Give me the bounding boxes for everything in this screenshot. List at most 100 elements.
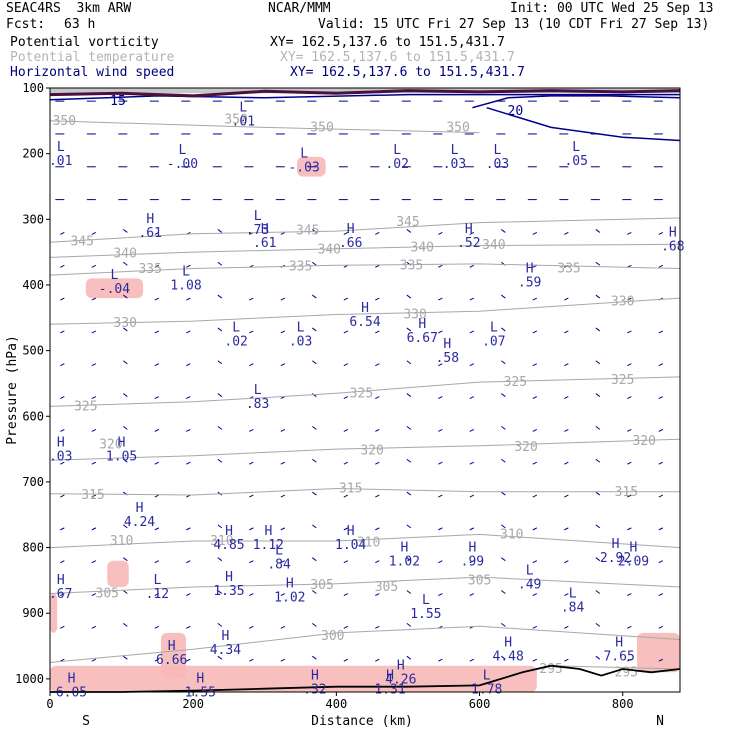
theta-contour-325 [49, 376, 681, 407]
wind-vector-294 [501, 557, 506, 562]
wind-vector-206 [249, 428, 254, 432]
wind-vector-166 [249, 363, 254, 367]
wind-vector-137 [595, 294, 601, 299]
wind-vector-233 [469, 461, 475, 465]
wind-vector-263 [154, 527, 160, 531]
theta-label-345-0: 345 [70, 235, 93, 250]
pv-value-label-48: .32 [303, 682, 326, 697]
wind-vector-148 [312, 327, 317, 332]
wind-vector-282 [123, 557, 128, 562]
wind-vector-341 [91, 658, 97, 662]
pv-low-marker-14: L [111, 268, 119, 283]
wind-vector-326 [249, 625, 254, 629]
wind-vector-89 [343, 231, 349, 235]
pv-value-label-1: .01 [232, 115, 255, 130]
pv-value-label-33: 2.09 [618, 554, 649, 569]
wind-vector-198 [627, 396, 632, 400]
wind-vector-221 [91, 461, 97, 465]
wind-vector-165 [217, 360, 223, 365]
wind-vector-300 [60, 593, 65, 596]
pv-high-marker-44: H [504, 636, 512, 651]
wind-vector-249 [343, 494, 349, 498]
pv-low-marker-1: L [239, 101, 247, 116]
wind-vector-185 [217, 393, 223, 397]
wind-vector-293 [469, 560, 475, 564]
theta-label-340-2: 340 [411, 241, 434, 256]
pv-high-marker-36: H [225, 570, 233, 585]
wind-vector-162 [123, 360, 128, 365]
wind-vector-219 [658, 428, 664, 432]
wind-vector-220 [60, 461, 65, 465]
wind-vector-264 [186, 527, 191, 531]
pv-value-label-9: .73 [246, 223, 269, 238]
wind-vector-342 [123, 655, 128, 660]
wind-vector-253 [469, 494, 475, 498]
wind-vector-328 [312, 622, 317, 627]
pv-value-label-50: 6.05 [56, 686, 87, 701]
wind-vector-217 [595, 425, 601, 430]
theta-contour-315 [49, 487, 680, 496]
wind-vector-172 [438, 363, 443, 367]
pv-value-label-45: 7.65 [603, 650, 634, 665]
field-xy-pv: XY= 162.5,137.6 to 151.5,431.7 [270, 35, 505, 50]
theta-label-325-2: 325 [504, 375, 527, 390]
wind-vector-241 [91, 494, 97, 498]
forecast-label: Fcst: [6, 17, 46, 32]
wind-vector-145 [217, 327, 223, 332]
wind-vector-301 [91, 593, 97, 596]
terrain-layer [50, 664, 681, 693]
wind-vector-222 [123, 458, 128, 463]
wind-vector-343 [154, 658, 160, 662]
wind-vector-212 [438, 428, 443, 432]
pv-value-label-46: 4.26 [385, 673, 416, 688]
wind-vector-117 [595, 261, 601, 266]
wind-vector-124 [186, 297, 191, 301]
plot-frame [49, 87, 681, 693]
pv-value-label-34: .84 [267, 558, 291, 573]
wind-vector-325 [217, 622, 223, 627]
y-tick-label-100: 100 [22, 81, 44, 95]
wind-vector-335 [532, 625, 538, 629]
pv-low-marker-19: L [297, 320, 305, 335]
wind-vector-173 [469, 363, 475, 367]
pv-high-marker-46: H [397, 659, 405, 674]
tropopause-layer [49, 88, 681, 98]
wind-vector-257 [595, 491, 601, 496]
wind-vector-170 [375, 363, 380, 367]
pv-value-label-43: 6.66 [156, 653, 187, 668]
pv-value-label-35: 1.02 [274, 591, 305, 606]
wind-vector-180 [60, 396, 65, 400]
theta-label-335-2: 335 [400, 258, 423, 273]
wind-vector-321 [91, 625, 97, 629]
wind-vector-90 [375, 231, 380, 235]
wind-vector-298 [627, 560, 632, 564]
wind-vector-83 [154, 231, 160, 235]
pv-high-marker-29: H [347, 524, 355, 539]
pv-value-label-37: .12 [146, 587, 169, 602]
wind-vector-276 [564, 527, 569, 531]
wind-vector-228 [312, 458, 317, 463]
pv-low-marker-3: L [300, 147, 308, 162]
theta-label-315-0: 315 [81, 488, 104, 503]
theta-label-320-3: 320 [632, 434, 655, 449]
wind-vector-251 [406, 491, 412, 496]
theta-contour-345 [49, 217, 681, 243]
wind-vector-160 [60, 363, 65, 367]
wind-vector-101 [91, 264, 97, 268]
y-tick-label-300: 300 [22, 212, 44, 226]
theta-label-325-0: 325 [74, 399, 97, 414]
wind-vector-98 [627, 231, 632, 235]
wind-vector-209 [343, 428, 349, 432]
theta-label-330-1: 330 [403, 308, 426, 323]
wind-vector-269 [343, 527, 349, 531]
pv-high-marker-32: H [612, 537, 620, 552]
theta-contour-340 [49, 243, 681, 258]
x-axis-label: Distance (km) [311, 714, 413, 729]
tropopause-line [49, 89, 681, 98]
pv-low-marker-37: L [153, 573, 161, 588]
pv-fill-region-6 [107, 560, 129, 587]
pv-low-marker-15: L [182, 265, 190, 280]
wind-vector-350 [375, 658, 380, 662]
